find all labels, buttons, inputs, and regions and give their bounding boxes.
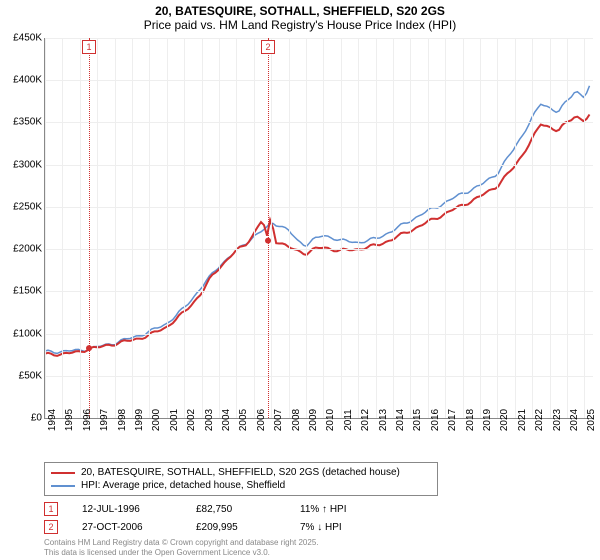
xtick-label: 1998	[117, 409, 128, 431]
legend-item-price-paid: 20, BATESQUIRE, SOTHALL, SHEFFIELD, S20 …	[51, 466, 431, 479]
xtick-label: 1999	[134, 409, 145, 431]
xtick-label: 2015	[412, 409, 423, 431]
xtick-label: 2014	[395, 409, 406, 431]
ytick-label: £200K	[13, 244, 42, 255]
title-block: 20, BATESQUIRE, SOTHALL, SHEFFIELD, S20 …	[0, 0, 600, 32]
footer-line1: Contains HM Land Registry data © Crown c…	[44, 538, 319, 548]
ytick-label: £100K	[13, 328, 42, 339]
xtick-label: 2010	[325, 409, 336, 431]
ytick-label: £400K	[13, 75, 42, 86]
xtick-label: 1994	[47, 409, 58, 431]
ytick-label: £250K	[13, 201, 42, 212]
xtick-label: 2000	[151, 409, 162, 431]
xtick-label: 2005	[238, 409, 249, 431]
series-price_paid	[45, 115, 590, 356]
xtick-label: 1995	[64, 409, 75, 431]
xtick-label: 2017	[447, 409, 458, 431]
xtick-label: 2007	[273, 409, 284, 431]
legend: 20, BATESQUIRE, SOTHALL, SHEFFIELD, S20 …	[44, 462, 438, 496]
xtick-label: 2004	[221, 409, 232, 431]
xtick-label: 2009	[308, 409, 319, 431]
series-hpi	[45, 86, 590, 354]
xtick-label: 2018	[465, 409, 476, 431]
xtick-label: 2025	[586, 409, 597, 431]
ytick-label: £350K	[13, 117, 42, 128]
title-line2: Price paid vs. HM Land Registry's House …	[0, 18, 600, 32]
sale-marker-1: 1	[44, 502, 58, 516]
sale-date-2: 27-OCT-2006	[82, 522, 172, 533]
sale-marker-2: 2	[44, 520, 58, 534]
legend-label-1: 20, BATESQUIRE, SOTHALL, SHEFFIELD, S20 …	[81, 467, 400, 478]
xtick-label: 2016	[430, 409, 441, 431]
xtick-label: 2020	[499, 409, 510, 431]
sale-marker-box: 2	[261, 40, 275, 54]
xtick-label: 2001	[169, 409, 180, 431]
plot-svg	[45, 38, 593, 418]
sale-pct-1: 11% ↑ HPI	[300, 504, 390, 515]
sale-pct-2: 7% ↓ HPI	[300, 522, 390, 533]
xtick-label: 2022	[534, 409, 545, 431]
xtick-label: 1996	[82, 409, 93, 431]
legend-swatch-1	[51, 472, 75, 474]
xtick-label: 2008	[291, 409, 302, 431]
xtick-label: 2024	[569, 409, 580, 431]
xtick-label: 2006	[256, 409, 267, 431]
sale-price-2: £209,995	[196, 522, 276, 533]
xtick-label: 2011	[343, 409, 354, 431]
ytick-label: £300K	[13, 159, 42, 170]
sale-row-1: 1 12-JUL-1996 £82,750 11% ↑ HPI	[44, 502, 390, 516]
xtick-label: 2012	[360, 409, 371, 431]
xtick-label: 2013	[378, 409, 389, 431]
ytick-label: £150K	[13, 286, 42, 297]
title-line1: 20, BATESQUIRE, SOTHALL, SHEFFIELD, S20 …	[0, 4, 600, 18]
sale-row-2: 2 27-OCT-2006 £209,995 7% ↓ HPI	[44, 520, 390, 534]
xtick-label: 2021	[517, 409, 528, 431]
sale-date-1: 12-JUL-1996	[82, 504, 172, 515]
ytick-label: £450K	[13, 33, 42, 44]
plot-area: 12	[44, 38, 593, 419]
sale-price-1: £82,750	[196, 504, 276, 515]
ytick-label: £0	[31, 413, 42, 424]
xtick-label: 2003	[204, 409, 215, 431]
xtick-label: 2019	[482, 409, 493, 431]
footer: Contains HM Land Registry data © Crown c…	[44, 538, 319, 557]
sales-table: 1 12-JUL-1996 £82,750 11% ↑ HPI 2 27-OCT…	[44, 502, 390, 538]
legend-item-hpi: HPI: Average price, detached house, Shef…	[51, 479, 431, 492]
chart-container: 20, BATESQUIRE, SOTHALL, SHEFFIELD, S20 …	[0, 0, 600, 560]
xtick-label: 1997	[99, 409, 110, 431]
xtick-label: 2023	[552, 409, 563, 431]
sale-marker-box: 1	[82, 40, 96, 54]
ytick-label: £50K	[19, 370, 42, 381]
footer-line2: This data is licensed under the Open Gov…	[44, 548, 319, 558]
legend-swatch-2	[51, 485, 75, 487]
legend-label-2: HPI: Average price, detached house, Shef…	[81, 480, 285, 491]
xtick-label: 2002	[186, 409, 197, 431]
